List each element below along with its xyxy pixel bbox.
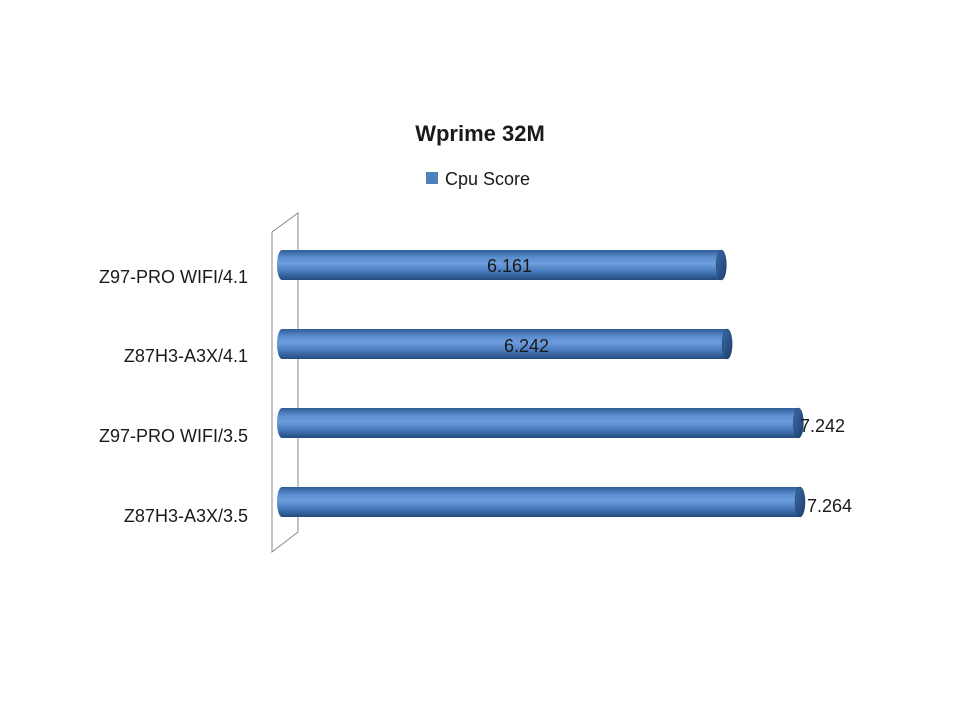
bar-body xyxy=(282,329,728,359)
data-label: 6.161 xyxy=(487,256,532,276)
data-label: 6.242 xyxy=(504,336,549,356)
bar xyxy=(277,407,804,439)
category-label: Z87H3-A3X/4.1 xyxy=(124,346,248,366)
bar xyxy=(277,249,727,281)
legend: Cpu Score xyxy=(426,169,530,189)
bar-body xyxy=(282,250,722,280)
bar-body xyxy=(282,487,800,517)
legend-label: Cpu Score xyxy=(445,169,530,189)
legend-swatch xyxy=(426,172,438,184)
bar xyxy=(277,328,733,360)
category-label: Z87H3-A3X/3.5 xyxy=(124,506,248,526)
chart-title: Wprime 32M xyxy=(415,121,545,146)
data-label: 7.264 xyxy=(807,496,852,516)
axis-wall xyxy=(271,212,299,554)
data-labels: 6.161 6.242 7.242 7.264 xyxy=(487,256,852,516)
bar-cap xyxy=(721,328,733,360)
bar xyxy=(277,486,806,518)
bars xyxy=(277,249,806,518)
bar-cap xyxy=(716,249,727,281)
bar-cap xyxy=(794,486,806,518)
category-label: Z97-PRO WIFI/4.1 xyxy=(99,267,248,287)
data-label: 7.242 xyxy=(800,416,845,436)
category-labels: Z97-PRO WIFI/4.1 Z87H3-A3X/4.1 Z97-PRO W… xyxy=(99,267,248,526)
bar-cap xyxy=(793,407,804,439)
bar-body xyxy=(282,408,799,438)
category-label: Z97-PRO WIFI/3.5 xyxy=(99,426,248,446)
